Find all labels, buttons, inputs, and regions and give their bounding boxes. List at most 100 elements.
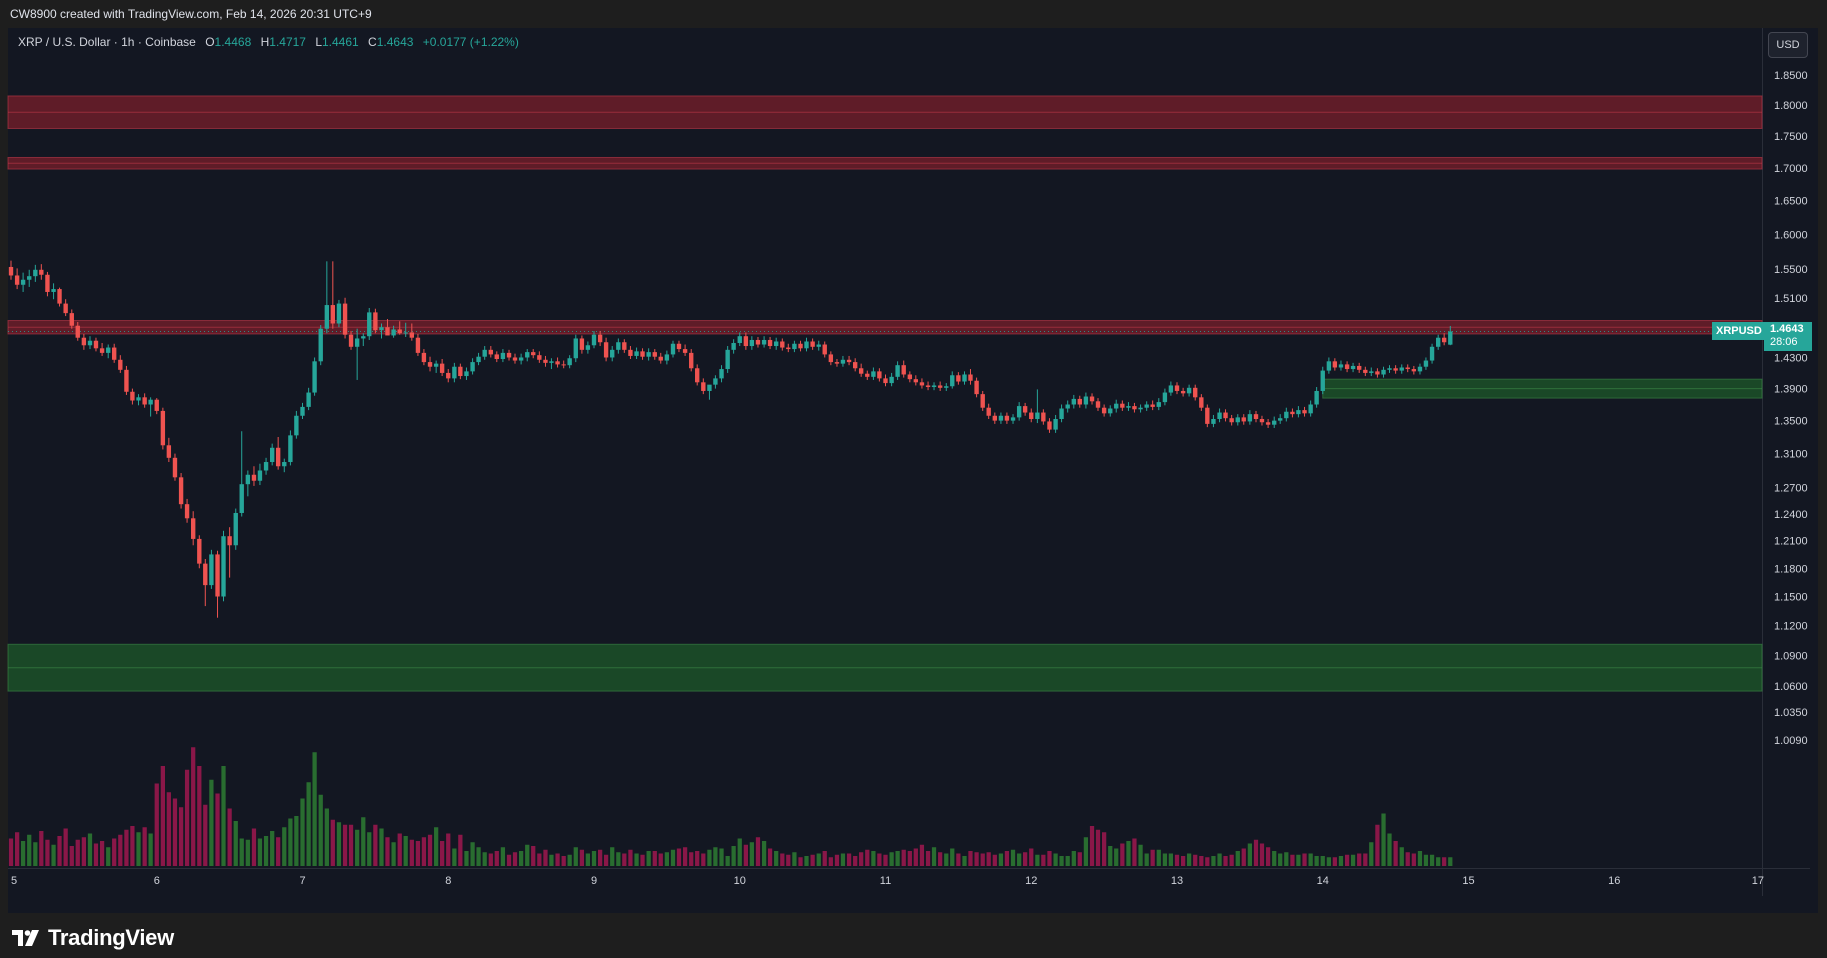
candle-body — [1186, 387, 1192, 394]
brand[interactable]: TradingView — [12, 925, 174, 951]
volume-bar — [834, 854, 840, 866]
candle-body — [543, 359, 548, 363]
volume-bar — [1381, 813, 1386, 866]
candle-body — [184, 504, 190, 519]
candle-body — [1272, 420, 1277, 425]
volume-bar — [755, 837, 761, 866]
volume-bar — [336, 822, 342, 866]
candle-body — [865, 373, 870, 377]
time-tick-label: 8 — [445, 875, 451, 887]
candle-body — [51, 289, 56, 292]
volume-bar — [318, 794, 323, 866]
volume-bar — [549, 854, 554, 866]
volume-bar — [1241, 848, 1246, 866]
candle-body — [14, 275, 20, 285]
volume-bar — [1041, 854, 1046, 866]
volume-bar — [233, 821, 238, 866]
symbol-description[interactable]: XRP / U.S. Dollar · 1h · Coinbase — [18, 35, 196, 49]
candle-body — [197, 538, 202, 564]
candle-body — [1132, 406, 1137, 410]
volume-bar — [1350, 854, 1356, 866]
volume-bar — [792, 852, 797, 866]
candle-body — [27, 276, 32, 280]
price-tick-label: 1.2400 — [1774, 509, 1808, 521]
candle-body — [348, 334, 354, 347]
candle-body — [682, 349, 688, 353]
volume-bar — [895, 851, 900, 866]
candle-body — [1180, 390, 1186, 394]
candle-body — [1174, 385, 1180, 391]
candle-body — [81, 337, 87, 346]
volume-bar — [1405, 852, 1410, 866]
volume-bar — [1138, 844, 1143, 866]
candle-body — [1217, 412, 1222, 420]
volume-bar — [75, 839, 80, 866]
candle-body — [124, 369, 129, 392]
volume-bar — [622, 853, 627, 866]
candle-body — [1095, 401, 1101, 408]
volume-bar — [1168, 853, 1174, 866]
candle-body — [689, 352, 694, 369]
price-tick-label: 1.3900 — [1774, 384, 1808, 396]
bar-countdown: 28:06 — [1770, 336, 1798, 349]
volume-bar — [956, 853, 961, 866]
open-label: O — [205, 35, 215, 49]
volume-bar — [1101, 832, 1107, 866]
volume-bar — [446, 833, 451, 866]
candle-body — [166, 445, 172, 458]
volume-bar — [1132, 838, 1137, 866]
volume-bar — [215, 793, 220, 866]
high-label: H — [260, 35, 270, 49]
volume-bar — [1387, 833, 1392, 866]
volume-bar — [737, 838, 742, 866]
candle-body — [1199, 397, 1204, 408]
candle-body — [403, 332, 408, 334]
candle-body — [1296, 410, 1301, 415]
candle-body — [1308, 404, 1313, 414]
volume-bar — [676, 848, 682, 866]
volume-bar — [901, 849, 906, 866]
volume-bar — [974, 852, 979, 866]
candle-body — [719, 369, 724, 379]
candle-body — [658, 356, 663, 361]
brand-name: TradingView — [48, 925, 174, 950]
candle-body — [1211, 419, 1216, 424]
open-value: 1.4468 — [214, 35, 252, 49]
candle-body — [1369, 371, 1374, 373]
volume-bar — [1272, 851, 1277, 866]
candle-body — [1101, 407, 1107, 414]
candle-body — [676, 343, 682, 350]
volume-bar — [191, 747, 196, 866]
candle-body — [136, 397, 141, 401]
candle-body — [1041, 412, 1046, 422]
candle-body — [336, 303, 342, 324]
volume-bar — [99, 841, 105, 866]
volume-bar — [464, 851, 469, 866]
candle-body — [992, 415, 998, 421]
volume-bar — [567, 854, 572, 866]
candle-body — [1065, 404, 1070, 409]
candle-body — [767, 339, 773, 347]
candle-body — [937, 385, 943, 388]
candle-body — [275, 447, 281, 467]
currency-button[interactable]: USD — [1768, 32, 1808, 58]
candle-body — [555, 361, 560, 365]
candle-body — [233, 512, 238, 546]
candle-body — [1108, 408, 1113, 414]
candle-body — [944, 386, 949, 388]
volume-bar — [525, 844, 530, 866]
price-tick-label: 1.0600 — [1774, 681, 1808, 693]
candle-body — [1016, 406, 1022, 418]
volume-bar — [944, 853, 949, 866]
volume-bar — [889, 852, 894, 866]
price-tick-label: 1.0900 — [1774, 650, 1808, 662]
volume-bar — [93, 843, 99, 866]
candle-body — [160, 410, 166, 446]
price-tick-label: 1.8500 — [1774, 70, 1808, 82]
candle-body — [452, 366, 457, 379]
chart-frame[interactable] — [8, 28, 1818, 913]
volume-bar — [1265, 847, 1271, 866]
candle-body — [190, 518, 196, 539]
volume-bar — [312, 752, 317, 866]
